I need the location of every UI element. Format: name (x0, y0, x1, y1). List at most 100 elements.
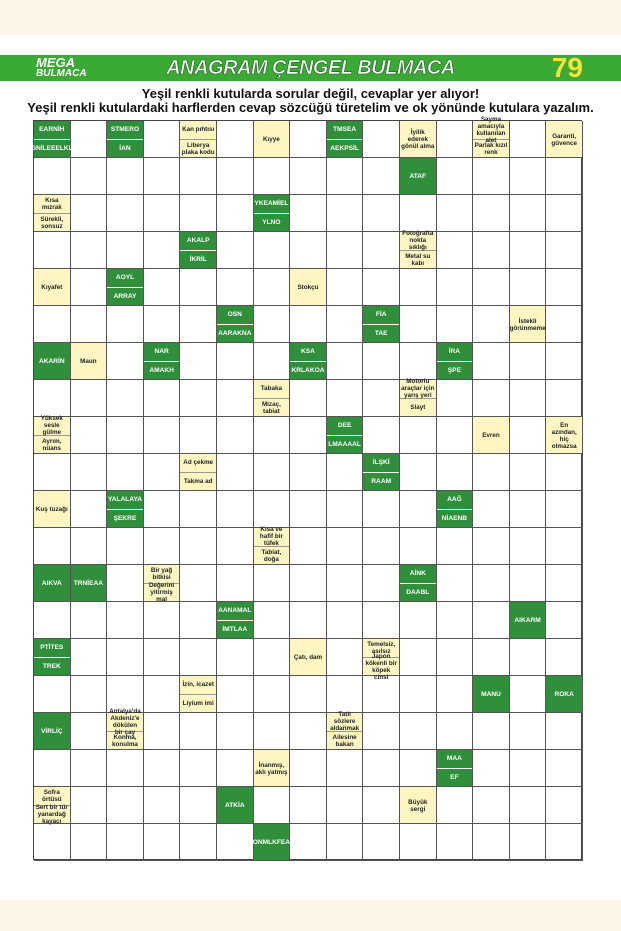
answer-cell[interactable] (509, 565, 547, 602)
answer-cell[interactable] (290, 232, 327, 269)
answer-cell[interactable] (180, 269, 217, 306)
answer-cell[interactable] (326, 269, 364, 306)
answer-cell[interactable] (217, 454, 254, 491)
answer-cell[interactable] (473, 269, 510, 306)
answer-cell[interactable] (546, 639, 583, 676)
answer-cell[interactable] (290, 454, 327, 491)
answer-cell[interactable] (436, 269, 474, 306)
answer-cell[interactable] (180, 602, 217, 639)
answer-cell[interactable] (473, 306, 510, 343)
answer-cell[interactable] (217, 824, 254, 861)
answer-cell[interactable] (546, 713, 583, 750)
answer-cell[interactable] (70, 713, 108, 750)
answer-cell[interactable] (436, 676, 474, 713)
answer-cell[interactable] (546, 343, 583, 380)
answer-cell[interactable] (180, 528, 217, 565)
answer-cell[interactable] (70, 195, 108, 232)
answer-cell[interactable] (107, 454, 144, 491)
answer-cell[interactable] (363, 343, 400, 380)
answer-cell[interactable] (400, 602, 437, 639)
answer-cell[interactable] (107, 343, 144, 380)
answer-cell[interactable] (143, 454, 181, 491)
answer-cell[interactable] (326, 528, 364, 565)
answer-cell[interactable] (180, 491, 217, 528)
answer-cell[interactable] (143, 417, 181, 454)
answer-cell[interactable] (253, 343, 291, 380)
answer-cell[interactable] (290, 565, 327, 602)
answer-cell[interactable] (363, 528, 400, 565)
answer-cell[interactable] (180, 565, 217, 602)
answer-cell[interactable] (326, 158, 364, 195)
answer-cell[interactable] (400, 491, 437, 528)
answer-cell[interactable] (217, 121, 254, 158)
answer-cell[interactable] (436, 380, 474, 417)
answer-cell[interactable] (143, 639, 181, 676)
answer-cell[interactable] (400, 750, 437, 787)
answer-cell[interactable] (509, 528, 547, 565)
answer-cell[interactable] (70, 528, 108, 565)
answer-cell[interactable] (290, 750, 327, 787)
answer-cell[interactable] (326, 565, 364, 602)
answer-cell[interactable] (546, 750, 583, 787)
answer-cell[interactable] (436, 528, 474, 565)
answer-cell[interactable] (546, 787, 583, 824)
answer-cell[interactable] (107, 787, 144, 824)
answer-cell[interactable] (34, 676, 71, 713)
answer-cell[interactable] (107, 232, 144, 269)
answer-cell[interactable] (107, 417, 144, 454)
answer-cell[interactable] (143, 158, 181, 195)
answer-cell[interactable] (509, 750, 547, 787)
answer-cell[interactable] (290, 528, 327, 565)
answer-cell[interactable] (473, 639, 510, 676)
answer-cell[interactable] (326, 232, 364, 269)
answer-cell[interactable] (363, 417, 400, 454)
answer-cell[interactable] (143, 713, 181, 750)
answer-cell[interactable] (290, 121, 327, 158)
answer-cell[interactable] (70, 269, 108, 306)
answer-cell[interactable] (400, 269, 437, 306)
answer-cell[interactable] (509, 195, 547, 232)
answer-cell[interactable] (546, 306, 583, 343)
answer-cell[interactable] (400, 454, 437, 491)
answer-cell[interactable] (326, 824, 364, 861)
answer-cell[interactable] (400, 824, 437, 861)
answer-cell[interactable] (34, 158, 71, 195)
answer-cell[interactable] (107, 306, 144, 343)
answer-cell[interactable] (363, 787, 400, 824)
answer-cell[interactable] (546, 602, 583, 639)
answer-cell[interactable] (253, 639, 291, 676)
answer-cell[interactable] (326, 602, 364, 639)
answer-cell[interactable] (70, 454, 108, 491)
answer-cell[interactable] (326, 380, 364, 417)
answer-cell[interactable] (70, 380, 108, 417)
answer-cell[interactable] (70, 491, 108, 528)
answer-cell[interactable] (180, 158, 217, 195)
answer-cell[interactable] (180, 417, 217, 454)
answer-cell[interactable] (509, 343, 547, 380)
answer-cell[interactable] (290, 380, 327, 417)
answer-cell[interactable] (70, 121, 108, 158)
answer-cell[interactable] (253, 602, 291, 639)
answer-cell[interactable] (143, 787, 181, 824)
answer-cell[interactable] (34, 454, 71, 491)
answer-cell[interactable] (473, 602, 510, 639)
answer-cell[interactable] (363, 565, 400, 602)
answer-cell[interactable] (436, 195, 474, 232)
answer-cell[interactable] (217, 528, 254, 565)
answer-cell[interactable] (143, 121, 181, 158)
answer-cell[interactable] (436, 787, 474, 824)
answer-cell[interactable] (473, 454, 510, 491)
answer-cell[interactable] (70, 750, 108, 787)
answer-cell[interactable] (143, 750, 181, 787)
answer-cell[interactable] (70, 676, 108, 713)
answer-cell[interactable] (436, 565, 474, 602)
answer-cell[interactable] (546, 491, 583, 528)
answer-cell[interactable] (473, 528, 510, 565)
answer-cell[interactable] (253, 454, 291, 491)
answer-cell[interactable] (546, 824, 583, 861)
answer-cell[interactable] (290, 713, 327, 750)
answer-cell[interactable] (180, 787, 217, 824)
answer-cell[interactable] (70, 602, 108, 639)
answer-cell[interactable] (363, 713, 400, 750)
answer-cell[interactable] (107, 565, 144, 602)
